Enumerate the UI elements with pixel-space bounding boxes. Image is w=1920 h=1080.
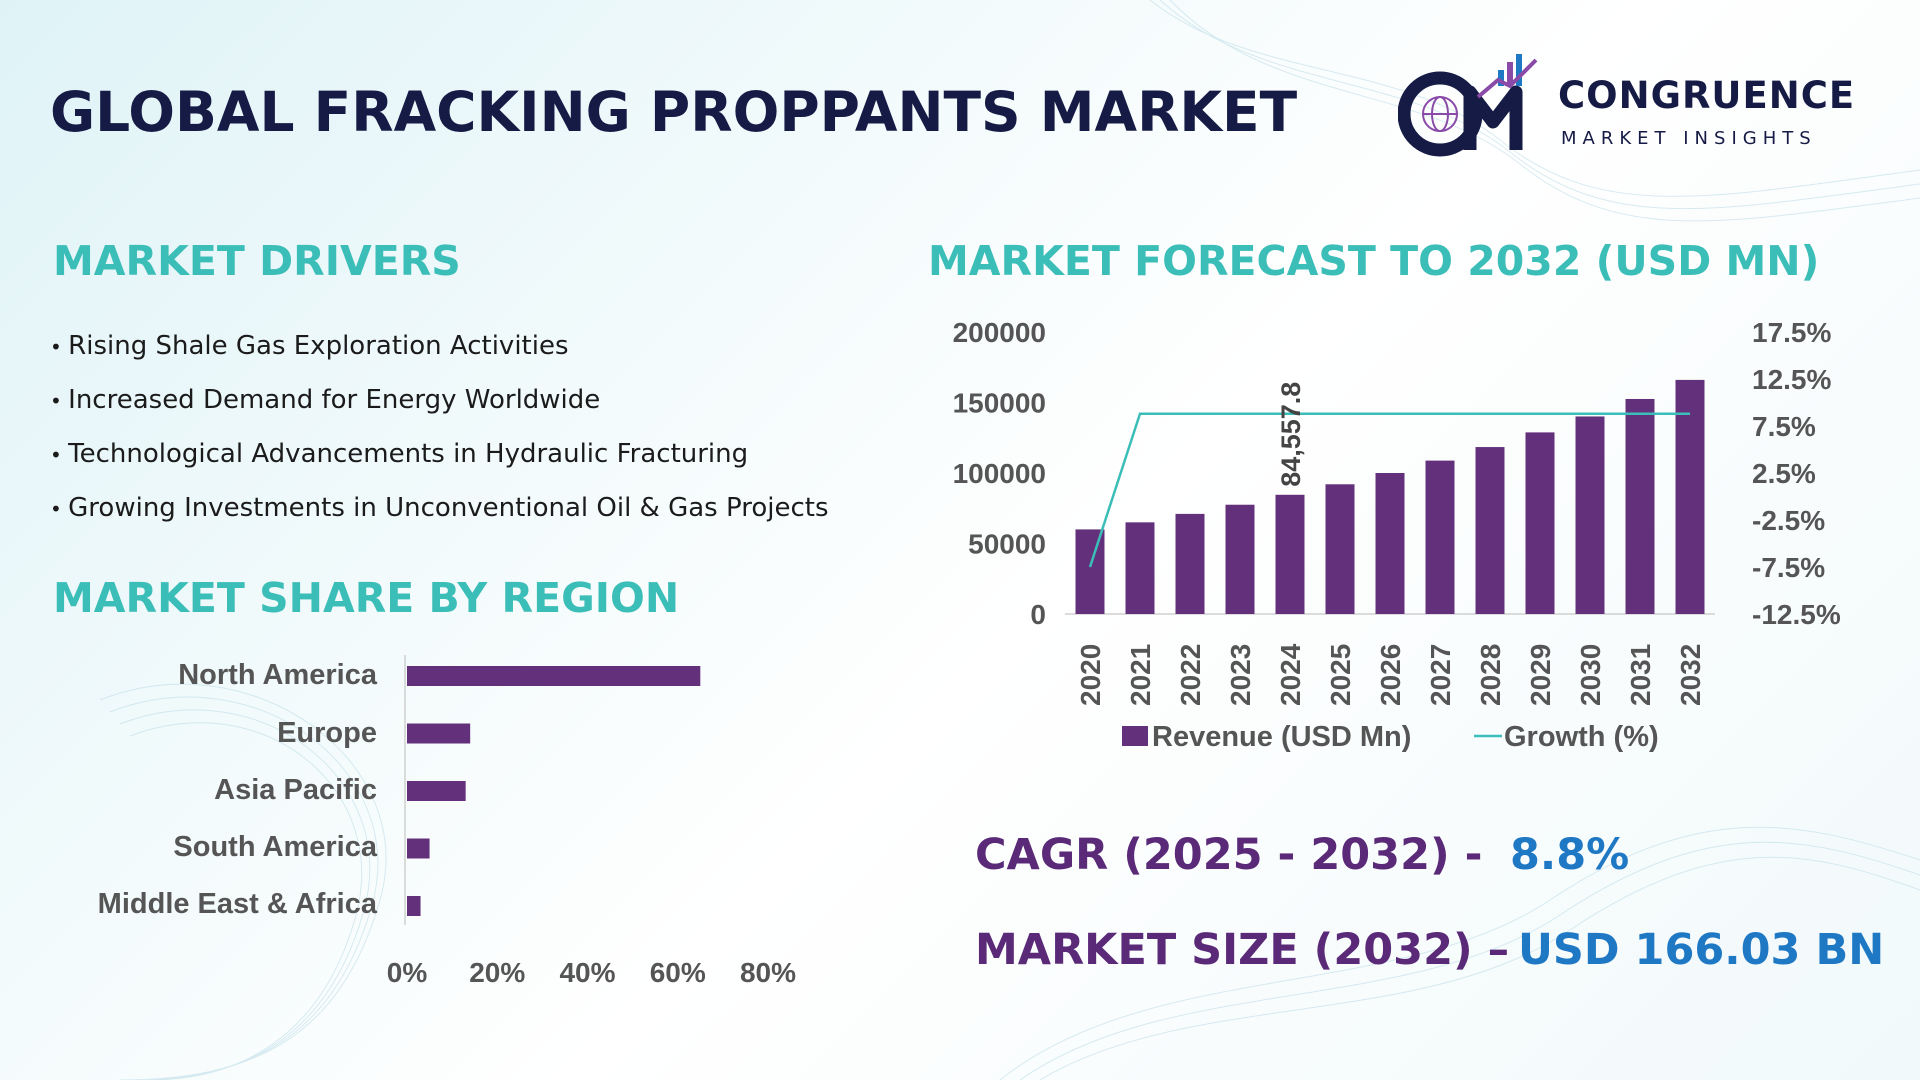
driver-item: Increased Demand for Energy Worldwide [50,379,829,433]
cagr-value: 8.8% [1510,830,1630,880]
forecast-y2-tick: 7.5% [1752,411,1816,442]
region-label-europe: Europe [277,717,377,749]
cm-growth-logo-icon [1397,54,1538,157]
forecast-y2-tick: -2.5% [1752,505,1825,536]
revenue-bar [1625,398,1655,614]
region-bar [407,896,421,916]
forecast-y2-tick: 12.5% [1752,364,1831,395]
region-x-tick: 60% [650,957,706,988]
forecast-y-tick: 0 [1030,599,1046,630]
forecast-x-tick: 2024 [1275,643,1306,706]
driver-item: Rising Shale Gas Exploration Activities [50,325,829,379]
logo-company-name: CONGRUENCE [1558,74,1856,117]
legend-revenue-swatch [1122,726,1148,746]
region-bar [407,838,430,859]
forecast-y2-tick: 2.5% [1752,458,1816,489]
legend-growth-label: Growth (%) [1504,721,1659,753]
revenue-bar [1425,460,1455,614]
region-bar [407,666,701,686]
region-x-tick: 40% [559,957,615,988]
revenue-bar [1075,529,1105,614]
revenue-bar [1325,484,1355,614]
region-x-tick: 80% [740,957,796,988]
revenue-bar [1525,432,1555,614]
revenue-bar [1175,513,1205,614]
forecast-x-tick: 2029 [1525,644,1556,706]
region-label-asia-pacific: Asia Pacific [214,774,377,806]
cagr-label: CAGR (2025 - 2032) - [975,830,1483,880]
forecast-x-tick: 2026 [1375,644,1406,706]
forecast-y-tick: 200000 [953,317,1046,348]
logo-company-tagline: MARKET INSIGHTS [1561,128,1817,149]
page-title: GLOBAL FRACKING PROPPANTS MARKET [50,80,1298,144]
forecast-x-tick: 2021 [1125,644,1156,706]
region-x-tick: 20% [469,957,525,988]
region-x-tick: 0% [387,957,428,988]
forecast-x-tick: 2027 [1425,644,1456,706]
forecast-heading: MARKET FORECAST TO 2032 (USD MN) [928,237,1820,285]
forecast-x-tick: 2030 [1575,644,1606,706]
drivers-heading: MARKET DRIVERS [53,237,461,285]
revenue-bar [1375,473,1405,614]
region-bar [407,781,466,801]
forecast-x-tick: 2031 [1625,644,1656,706]
forecast-data-label: 84,557.8 [1276,382,1306,487]
forecast-x-tick: 2032 [1675,644,1706,706]
region-label-middle-east-africa: Middle East & Africa [97,888,377,920]
revenue-bar [1125,522,1155,614]
driver-item: Growing Investments in Unconventional Oi… [50,487,828,541]
forecast-x-tick: 2028 [1475,644,1506,706]
forecast-x-tick: 2025 [1325,644,1356,706]
forecast-y-tick: 50000 [968,529,1046,560]
driver-item: Technological Advancements in Hydraulic … [50,433,829,487]
region-heading: MARKET SHARE BY REGION [53,574,680,622]
forecast-y-tick: 150000 [953,388,1046,419]
revenue-bar [1475,447,1505,614]
market-size-label: MARKET SIZE (2032) – [975,925,1510,975]
region-label-south-america: South America [173,831,377,863]
forecast-y2-tick: -12.5% [1752,599,1841,630]
forecast-y2-tick: 17.5% [1752,317,1831,348]
growth-line [1088,412,1690,568]
revenue-bar [1575,416,1605,614]
market-size-value: USD 166.03 BN [1518,925,1885,975]
forecast-x-tick: 2020 [1075,644,1106,706]
region-bar [407,723,471,744]
drivers-list: Rising Shale Gas Exploration Activities … [50,325,829,541]
forecast-x-tick: 2023 [1225,644,1256,706]
company-logo: CONGRUENCE MARKET INSIGHTS [1397,52,1878,162]
region-label-north-america: North America [178,659,377,691]
forecast-y2-tick: -7.5% [1752,552,1825,583]
revenue-bar [1225,504,1255,614]
forecast-x-tick: 2022 [1175,644,1206,706]
revenue-bar [1275,494,1305,614]
revenue-bar [1675,379,1705,614]
forecast-y-tick: 100000 [953,458,1046,489]
legend-revenue-label: Revenue (USD Mn) [1152,721,1411,753]
